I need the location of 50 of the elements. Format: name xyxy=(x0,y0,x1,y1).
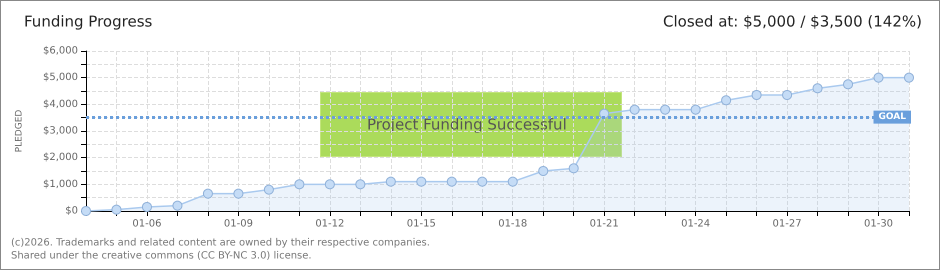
point xyxy=(721,95,732,106)
point xyxy=(508,176,518,187)
point xyxy=(782,90,792,100)
x-tick-label: 01-24 xyxy=(681,218,710,230)
point xyxy=(324,179,335,190)
y-tick-label: $5,000 xyxy=(43,72,78,84)
point xyxy=(538,166,548,176)
point xyxy=(172,200,182,211)
x-tick-label: 01-12 xyxy=(315,218,344,230)
text: (c)2026. Trademarks and related content are owned by their respective companies. xyxy=(11,238,430,248)
x-tick-label: 01-18 xyxy=(498,218,528,230)
point xyxy=(294,179,304,190)
chart-subtitle: Closed at: $5,000 / $3,500 (142%) xyxy=(663,12,922,30)
point xyxy=(568,163,579,174)
x-tick-label: 01-27 xyxy=(772,218,802,230)
point xyxy=(264,184,274,195)
point xyxy=(355,179,366,190)
text: Shared under the creative commons (CC BY-NC 3.0) license. xyxy=(11,250,312,262)
point xyxy=(416,176,426,187)
point xyxy=(660,104,670,115)
x-tick-label: 01-21 xyxy=(590,218,619,230)
point xyxy=(477,176,488,187)
point xyxy=(142,202,152,212)
x-tick-label: 01-09 xyxy=(224,218,253,230)
x-tick-label: 01-15 xyxy=(406,218,436,230)
point xyxy=(690,104,701,115)
chart-title: Funding Progress xyxy=(24,12,153,30)
y-tick-label: $6,000 xyxy=(43,46,78,56)
point xyxy=(843,79,854,90)
point xyxy=(233,188,244,199)
point xyxy=(599,108,610,119)
y-tick-label: $0 xyxy=(65,206,78,216)
point xyxy=(904,72,914,83)
y-tick-label: $1,000 xyxy=(43,178,78,190)
annotation: Project Funding Successful xyxy=(367,116,567,134)
y-tick-label: $4,000 xyxy=(43,98,78,110)
point xyxy=(446,176,457,187)
point xyxy=(386,176,396,187)
point xyxy=(111,204,122,215)
ref-line-label: GOAL xyxy=(878,112,906,122)
point xyxy=(812,83,823,94)
x-tick-label: 01-30 xyxy=(864,218,894,230)
point xyxy=(752,90,762,100)
point xyxy=(630,104,640,115)
y-tick-label: $3,000 xyxy=(43,126,78,136)
point xyxy=(202,188,213,199)
point xyxy=(874,72,884,83)
y-axis-title: PLEDGED xyxy=(14,110,24,152)
y-tick-label: $2,000 xyxy=(43,152,78,164)
x-tick-label: 01-06 xyxy=(132,218,162,230)
